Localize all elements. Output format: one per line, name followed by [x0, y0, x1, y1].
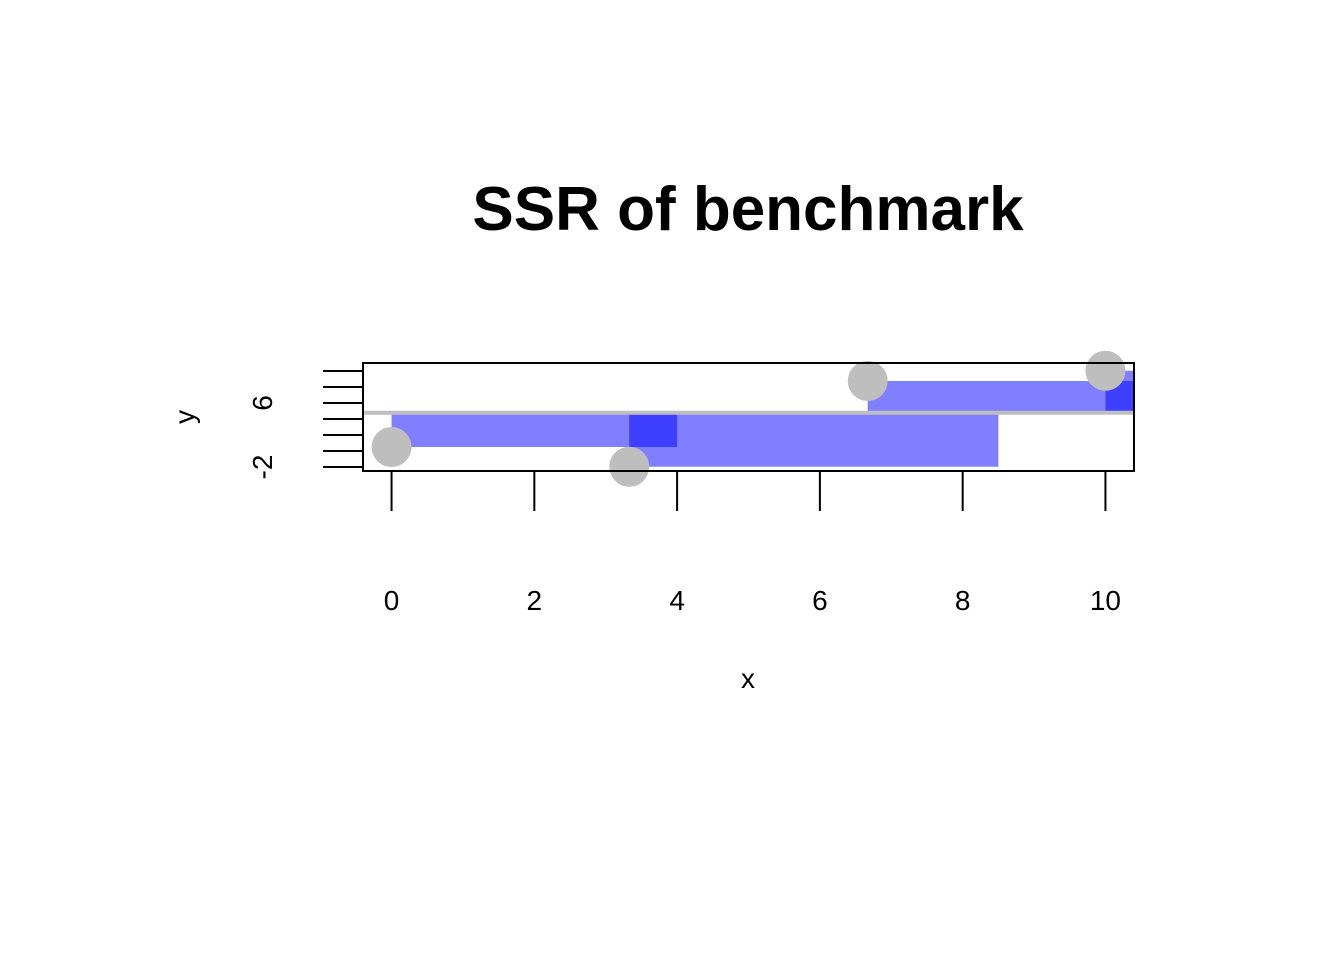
y-tick-label-0: -2: [247, 455, 278, 480]
residual-squares: [391, 370, 1134, 467]
x-tick-label-2: 4: [669, 585, 685, 616]
x-tick-label-1: 2: [527, 585, 543, 616]
x-tick-label-4: 8: [955, 585, 971, 616]
x-tick-label-3: 6: [812, 585, 828, 616]
data-point-1: [609, 446, 650, 487]
x-tick-label-5: 10: [1090, 585, 1121, 616]
plot-frame: [362, 362, 1135, 472]
y-tick-label-1: 6: [247, 395, 278, 411]
data-point-2: [847, 361, 888, 401]
residual-square-1: [629, 412, 999, 467]
data-point-0: [371, 427, 412, 467]
y-axis: -2 6: [247, 370, 363, 480]
x-axis-label: x: [741, 663, 755, 694]
residual-square-2: [867, 381, 1134, 413]
y-axis-label: y: [169, 410, 200, 424]
data-points: [371, 350, 1126, 487]
data-point-3: [1085, 350, 1126, 391]
chart-title: SSR of benchmark: [472, 175, 1024, 244]
x-tick-label-0: 0: [384, 585, 400, 616]
x-axis: 0 2 4 6 8 10: [384, 471, 1121, 616]
